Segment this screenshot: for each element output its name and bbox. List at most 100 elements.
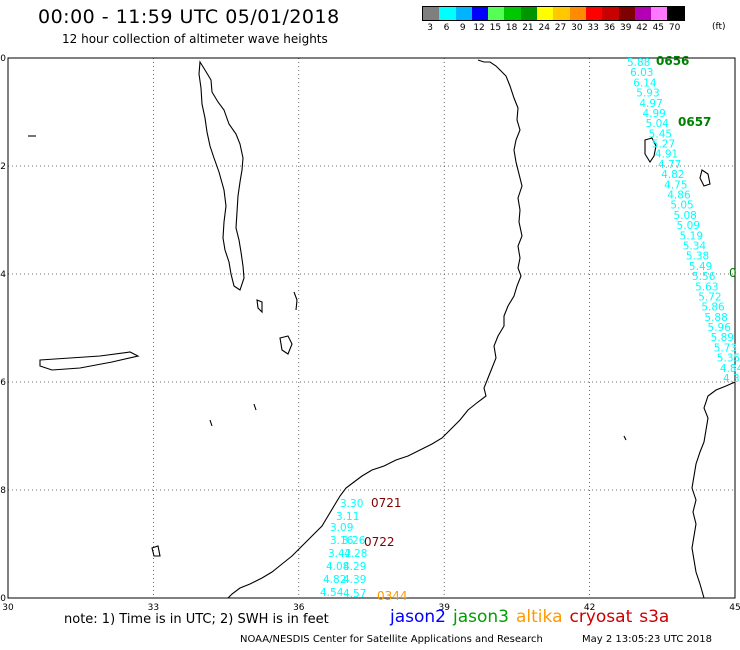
scale-label: 24 — [538, 23, 550, 33]
wave-height-value: 4.37 — [723, 373, 740, 385]
scale-label: 15 — [489, 23, 502, 33]
wave-height-value: 3.16 — [330, 535, 354, 547]
scale-label: 42 — [636, 23, 648, 33]
orbit-label: 0344 — [377, 589, 408, 603]
map-subtitle: 12 hour collection of altimeter wave hei… — [62, 32, 328, 46]
wave-height-color-scale: 3 6 9 12 15 18 21 24 27 30 33 36 39 42 45 70 — [422, 6, 685, 33]
wave-height-value: 4.77 — [658, 159, 681, 171]
wave-height-value: 5.93 — [636, 88, 659, 100]
comoros-island-1 — [644, 137, 657, 164]
wave-height-value: 5.35 — [717, 353, 740, 365]
wave-height-value: 4.29 — [343, 561, 366, 573]
inland-lake-4 — [256, 299, 263, 314]
wave-height-value: 3.11 — [336, 511, 359, 523]
wave-height-value: 6.03 — [630, 67, 653, 79]
scale-swatch — [504, 7, 521, 20]
wave-height-value: 5.05 — [670, 200, 693, 212]
wave-height-value: 4.84 — [720, 363, 740, 375]
wave-height-value: 5.38 — [686, 251, 709, 263]
inland-lake-3 — [293, 291, 298, 311]
lat-tick-label: -12 — [0, 162, 6, 172]
legend-cryosat: cryosat — [569, 607, 633, 627]
wave-height-value: 5.89 — [711, 332, 734, 344]
lon-tick-label: 39 — [438, 603, 450, 613]
wave-height-value: 5.08 — [673, 210, 696, 222]
scale-swatch — [602, 7, 619, 20]
lat-tick-label: -20 — [0, 594, 6, 604]
scale-label: 30 — [571, 23, 583, 33]
comoros-island-2 — [699, 169, 711, 187]
scale-swatch — [553, 7, 570, 20]
wave-height-value: 5.86 — [701, 302, 725, 314]
wave-height-value: 5.73 — [714, 342, 737, 354]
wave-height-value: 4.82 — [323, 574, 346, 586]
wave-height-value: 3.42 — [328, 548, 351, 560]
wave-height-value: 4.91 — [655, 149, 678, 161]
legend-jason3: jason3 — [453, 607, 509, 627]
scale-label: 18 — [505, 23, 518, 33]
orbit-label: 0722 — [364, 535, 395, 549]
wave-height-value: 4.28 — [344, 548, 367, 560]
wave-height-value: 5.27 — [652, 139, 675, 151]
lon-tick-label: 33 — [148, 603, 159, 613]
lon-tick-label: 30 — [2, 603, 14, 613]
footer-note: note: 1) Time is in UTC; 2) SWH is in fe… — [64, 612, 329, 627]
scale-label: 21 — [522, 23, 534, 33]
scale-label: 36 — [603, 23, 616, 33]
scale-label: 9 — [459, 23, 466, 33]
scale-swatch — [651, 7, 668, 20]
map-title: 00:00 - 11:59 UTC 05/01/2018 — [38, 6, 340, 28]
scale-swatch — [520, 7, 538, 20]
scale-swatch — [634, 7, 652, 20]
lat-tick-label: -14 — [0, 270, 6, 280]
orbit-label: 0 — [729, 266, 737, 280]
wave-height-value: 5.88 — [627, 57, 650, 69]
orbit-label: 0721 — [371, 496, 402, 510]
scale-swatch — [488, 7, 505, 20]
wave-height-value: 5.56 — [692, 271, 716, 283]
wave-height-value: 6.14 — [633, 77, 657, 89]
wave-height-value: 5.63 — [695, 281, 718, 293]
color-scale-bar — [422, 6, 685, 21]
coastlines — [28, 59, 736, 599]
madagascar-coastline — [691, 381, 736, 599]
wave-height-value: 5.72 — [698, 291, 721, 303]
lon-tick-label: 42 — [584, 603, 595, 613]
wave-height-value: 5.96 — [708, 322, 732, 334]
scale-swatch — [439, 7, 456, 20]
wave-height-value: 5.88 — [704, 312, 727, 324]
wave-observations: 5.886.036.145.934.974.995.045.455.274.91… — [320, 54, 740, 603]
lon-tick-label: 45 — [729, 603, 740, 613]
mainland-coastline — [227, 59, 523, 599]
wave-height-value: 4.86 — [667, 190, 691, 202]
wave-height-value: 5.45 — [649, 128, 672, 140]
map-grid — [7, 57, 736, 599]
wave-height-value: 3.26 — [342, 535, 366, 547]
wave-height-value: 3.30 — [340, 498, 363, 510]
legend-jason2: jason2 — [390, 607, 446, 627]
scale-swatch — [537, 7, 554, 20]
wave-height-value: 3.09 — [330, 522, 353, 534]
scale-unit: (ft) — [712, 22, 726, 32]
lat-tick-label: -10 — [0, 54, 6, 64]
inland-lake-1 — [39, 351, 140, 371]
orbit-label: 0656 — [656, 54, 689, 68]
wave-height-value: 4.54 — [320, 587, 344, 599]
inland-feature-7 — [209, 419, 213, 427]
color-scale-labels: 3 6 9 12 15 18 21 24 27 30 33 36 39 42 45 70 — [422, 23, 685, 33]
legend-s3a: s3a — [639, 607, 670, 627]
scale-swatch — [569, 7, 586, 20]
wave-height-value: 5.19 — [680, 230, 703, 242]
lon-tick-label: 36 — [293, 603, 305, 613]
lat-tick-label: -16 — [0, 378, 6, 388]
wave-height-value: 4.97 — [639, 98, 662, 110]
wave-height-value: 4.57 — [343, 588, 366, 600]
scale-swatch — [618, 7, 635, 20]
scale-swatch — [585, 7, 603, 20]
wave-height-value: 4.75 — [664, 179, 687, 191]
lat-tick-label: -18 — [0, 486, 6, 496]
wave-height-value: 4.08 — [326, 561, 349, 573]
scale-label: 33 — [587, 23, 599, 33]
scale-label: 27 — [554, 23, 567, 33]
